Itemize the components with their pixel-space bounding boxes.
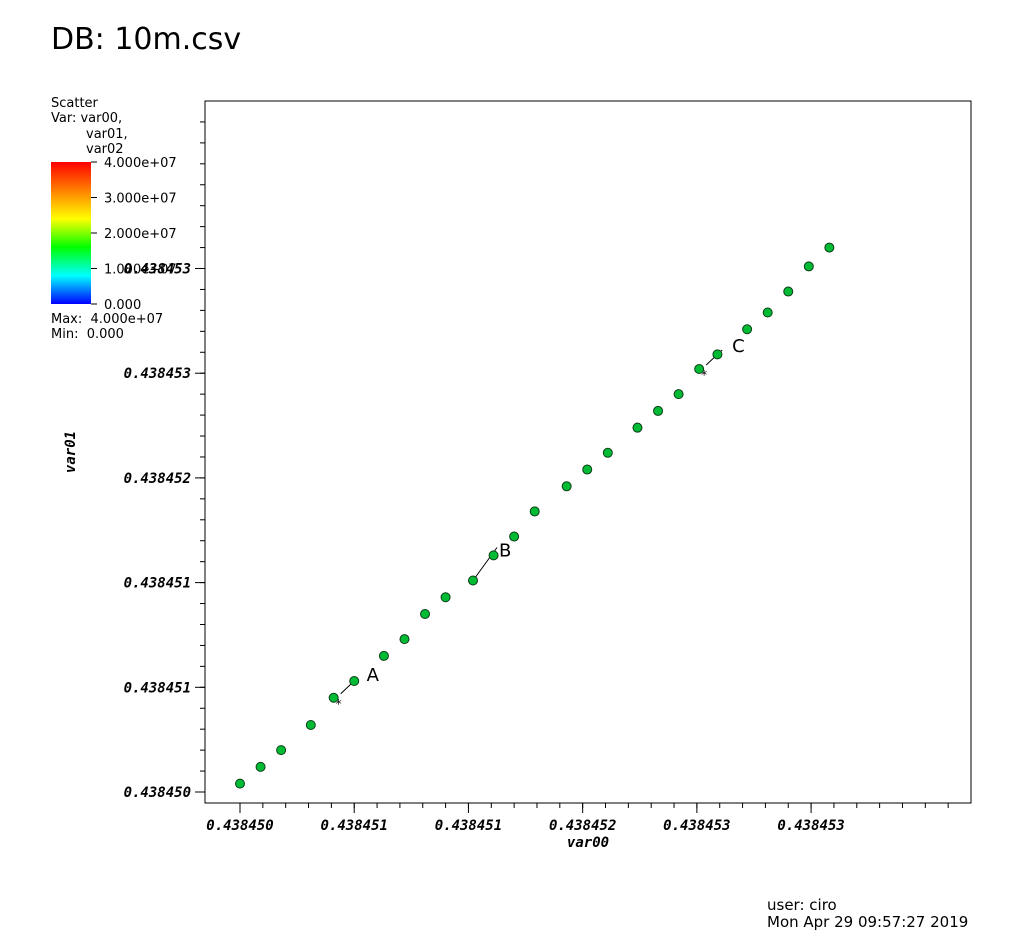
legend-var-line-2: var01,: [86, 127, 128, 142]
pick-star-marker: *: [336, 697, 342, 711]
x-tick-label: 0.438451: [435, 818, 502, 834]
footer-user: user: ciro: [767, 896, 837, 914]
data-point: [276, 745, 287, 756]
x-tick-label: 0.438450: [206, 818, 273, 834]
colorbar-tick-label: 0.000: [104, 298, 141, 313]
legend-plot-name: Scatter: [51, 96, 98, 111]
data-point: [378, 650, 389, 661]
data-point: [509, 531, 520, 542]
legend-var-line-3: var02: [86, 142, 124, 157]
data-point: [440, 592, 451, 603]
legend-min: Min: 0.000: [51, 327, 124, 342]
data-point: [602, 447, 613, 458]
data-point: [783, 286, 794, 297]
y-tick-label: 0.438451: [124, 576, 191, 592]
data-point: [653, 405, 664, 416]
y-tick-label: 0.438451: [124, 680, 191, 696]
data-point: [328, 692, 339, 703]
data-point: [712, 349, 723, 360]
data-point: [420, 609, 431, 620]
x-axis-title: var00: [567, 835, 609, 851]
data-point: [824, 242, 835, 253]
legend-max: Max: 4.000e+07: [51, 312, 164, 327]
data-point: [762, 307, 773, 318]
data-point: [349, 676, 360, 687]
data-point: [488, 550, 499, 561]
y-tick-label: 0.438453: [124, 366, 191, 382]
footer-datetime: Mon Apr 29 09:57:27 2019: [767, 913, 969, 931]
y-axis-title: var01: [63, 431, 79, 473]
data-point: [561, 481, 572, 492]
legend-var-line-1: Var: var00,: [51, 111, 123, 126]
data-point: [673, 389, 684, 400]
data-point: [742, 324, 753, 335]
data-point: [468, 575, 479, 586]
pick-label: C: [732, 336, 745, 357]
pick-label: B: [499, 541, 511, 562]
colorbar-tick-label: 4.000e+07: [104, 156, 177, 171]
data-point: [255, 761, 266, 772]
plot-frame: [204, 100, 972, 804]
x-tick-label: 0.438451: [321, 818, 388, 834]
colorbar: [51, 162, 91, 304]
data-point: [529, 506, 540, 517]
data-point: [803, 261, 814, 272]
pick-star-marker: *: [701, 368, 707, 382]
x-tick-label: 0.438453: [663, 818, 730, 834]
data-point: [582, 464, 593, 475]
y-tick-label: 0.438450: [124, 785, 191, 801]
data-point: [632, 422, 643, 433]
colorbar-tick-label: 1.000e+07: [104, 263, 177, 278]
x-tick-label: 0.438452: [549, 818, 616, 834]
x-tick-label: 0.438453: [777, 818, 844, 834]
db-title: DB: 10m.csv: [51, 22, 242, 57]
y-tick-label: 0.438453: [124, 262, 191, 278]
data-point: [694, 364, 705, 375]
data-point: [399, 634, 410, 645]
colorbar-tick-label: 3.000e+07: [104, 192, 177, 207]
pick-label: A: [367, 665, 380, 686]
colorbar-tick-label: 2.000e+07: [104, 227, 177, 242]
y-tick-label: 0.438452: [124, 471, 191, 487]
data-point: [235, 778, 245, 789]
data-point: [305, 719, 316, 730]
